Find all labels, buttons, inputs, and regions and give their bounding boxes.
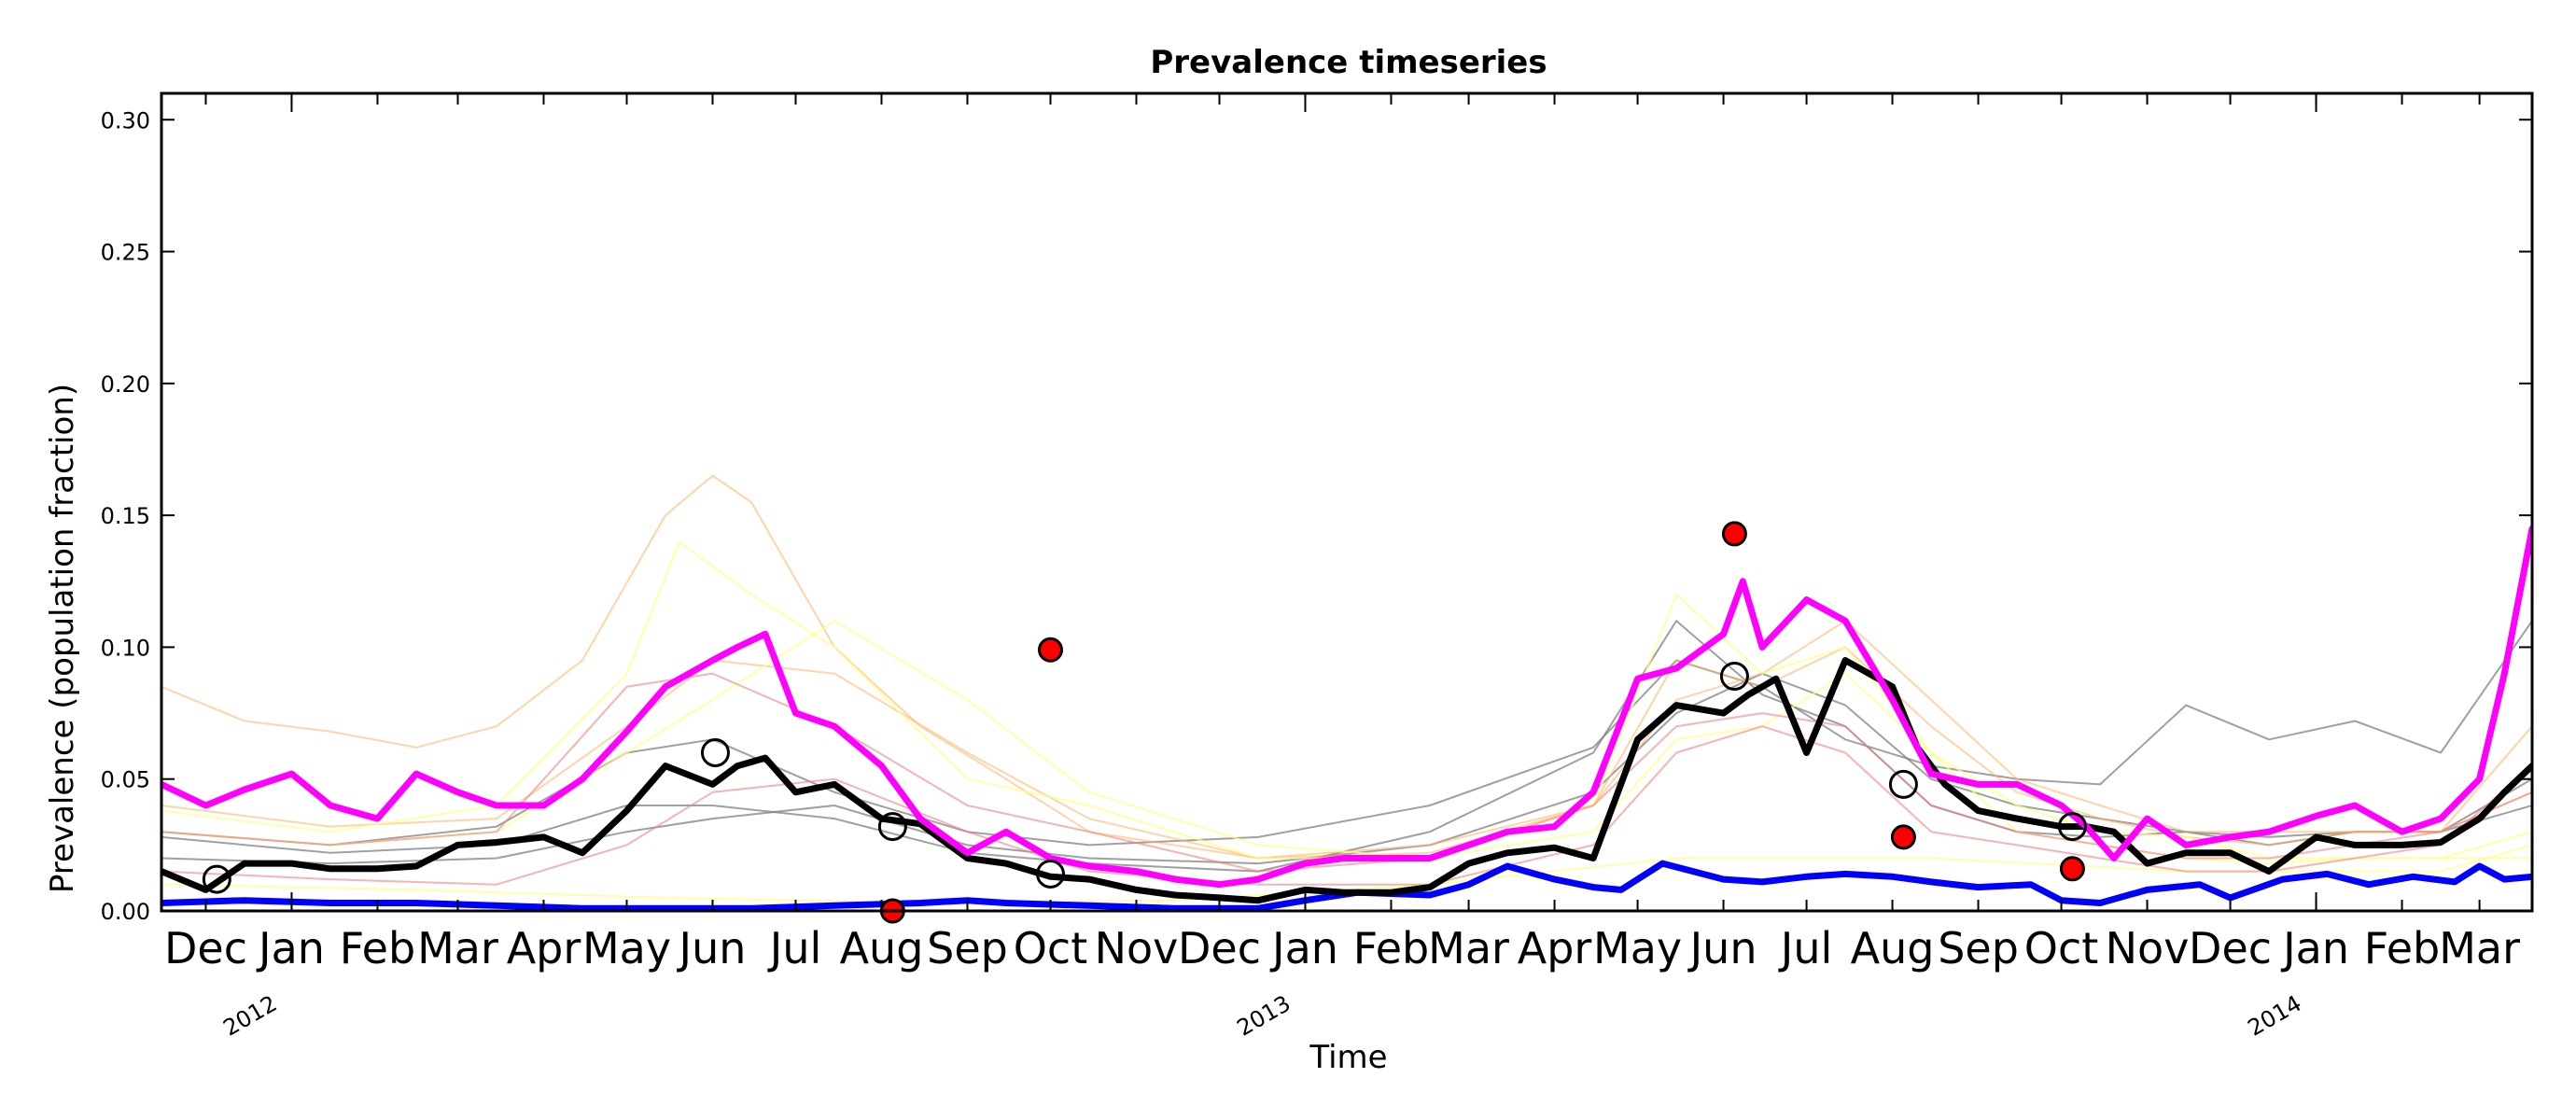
x-month-label: Sep bbox=[1938, 923, 2019, 973]
x-month-label: Oct bbox=[1014, 923, 1088, 973]
event-marker-open-9 bbox=[1719, 662, 1749, 692]
x-month-label: Aug bbox=[1851, 923, 1935, 973]
x-month-label: Dec bbox=[1178, 923, 1261, 973]
event-marker-filled-2 bbox=[1721, 521, 1747, 547]
event-marker-open-10 bbox=[1888, 769, 1918, 799]
x-month-label: Feb bbox=[340, 923, 415, 973]
x-month-label: Jul bbox=[1778, 923, 1833, 973]
series-line-12 bbox=[161, 725, 2532, 886]
x-month-label: Feb bbox=[2364, 923, 2440, 973]
x-month-label: Oct bbox=[2024, 923, 2099, 973]
x-month-label: Jan bbox=[256, 923, 325, 973]
series-line-2 bbox=[161, 525, 2532, 889]
x-month-label: Dec bbox=[164, 923, 247, 973]
x-month-label: Feb bbox=[1353, 923, 1429, 973]
x-month-label: Jan bbox=[1269, 923, 1338, 973]
y-tick-label: 0.00 bbox=[101, 899, 150, 925]
plot-frame bbox=[160, 91, 2534, 913]
series-line-9 bbox=[161, 620, 2532, 865]
event-marker-open-6 bbox=[700, 737, 730, 767]
x-axis-label: Time bbox=[1309, 1039, 1387, 1076]
y-tick-label: 0.30 bbox=[101, 107, 150, 133]
event-marker-open-5 bbox=[202, 864, 231, 894]
y-tick-label: 0.25 bbox=[101, 240, 150, 266]
markers-layer bbox=[202, 521, 2087, 924]
x-month-label: Aug bbox=[840, 923, 924, 973]
x-month-label: Mar bbox=[1428, 923, 1509, 973]
x-month-label: May bbox=[582, 923, 671, 973]
x-month-label: Jun bbox=[1687, 923, 1757, 973]
event-marker-filled-3 bbox=[1890, 824, 1916, 850]
y-tick-label: 0.10 bbox=[101, 635, 150, 661]
x-month-label: Mar bbox=[2439, 923, 2520, 973]
series-line-3 bbox=[161, 620, 2532, 847]
x-month-label: May bbox=[1593, 923, 1682, 973]
series-line-7 bbox=[161, 646, 2532, 860]
y-tick-label: 0.05 bbox=[101, 767, 150, 793]
event-marker-open-11 bbox=[2057, 812, 2087, 842]
x-month-label: Jan bbox=[2280, 923, 2349, 973]
x-month-label: Jul bbox=[767, 923, 822, 973]
series-line-0 bbox=[161, 860, 2532, 912]
y-axis-label: Prevalence (population fraction) bbox=[44, 384, 81, 893]
event-marker-filled-1 bbox=[1038, 637, 1063, 663]
series-line-11 bbox=[161, 672, 2532, 873]
x-month-label: Apr bbox=[1518, 923, 1592, 973]
series-layer bbox=[161, 474, 2532, 912]
y-tick-label: 0.20 bbox=[101, 371, 150, 398]
x-month-label: Nov bbox=[2106, 923, 2190, 973]
x-month-label: Sep bbox=[927, 923, 1008, 973]
series-line-1 bbox=[161, 657, 2532, 904]
x-month-label: Apr bbox=[507, 923, 581, 973]
y-tick-label: 0.15 bbox=[101, 503, 150, 529]
x-month-label: Mar bbox=[417, 923, 498, 973]
x-month-label: Jun bbox=[677, 923, 747, 973]
event-marker-filled-4 bbox=[2059, 856, 2085, 882]
x-month-label: Dec bbox=[2189, 923, 2272, 973]
x-month-label: Nov bbox=[1095, 923, 1179, 973]
chart-title: Prevalence timeseries bbox=[1150, 44, 1547, 81]
event-marker-open-8 bbox=[1036, 859, 1065, 889]
event-marker-open-7 bbox=[877, 812, 907, 842]
